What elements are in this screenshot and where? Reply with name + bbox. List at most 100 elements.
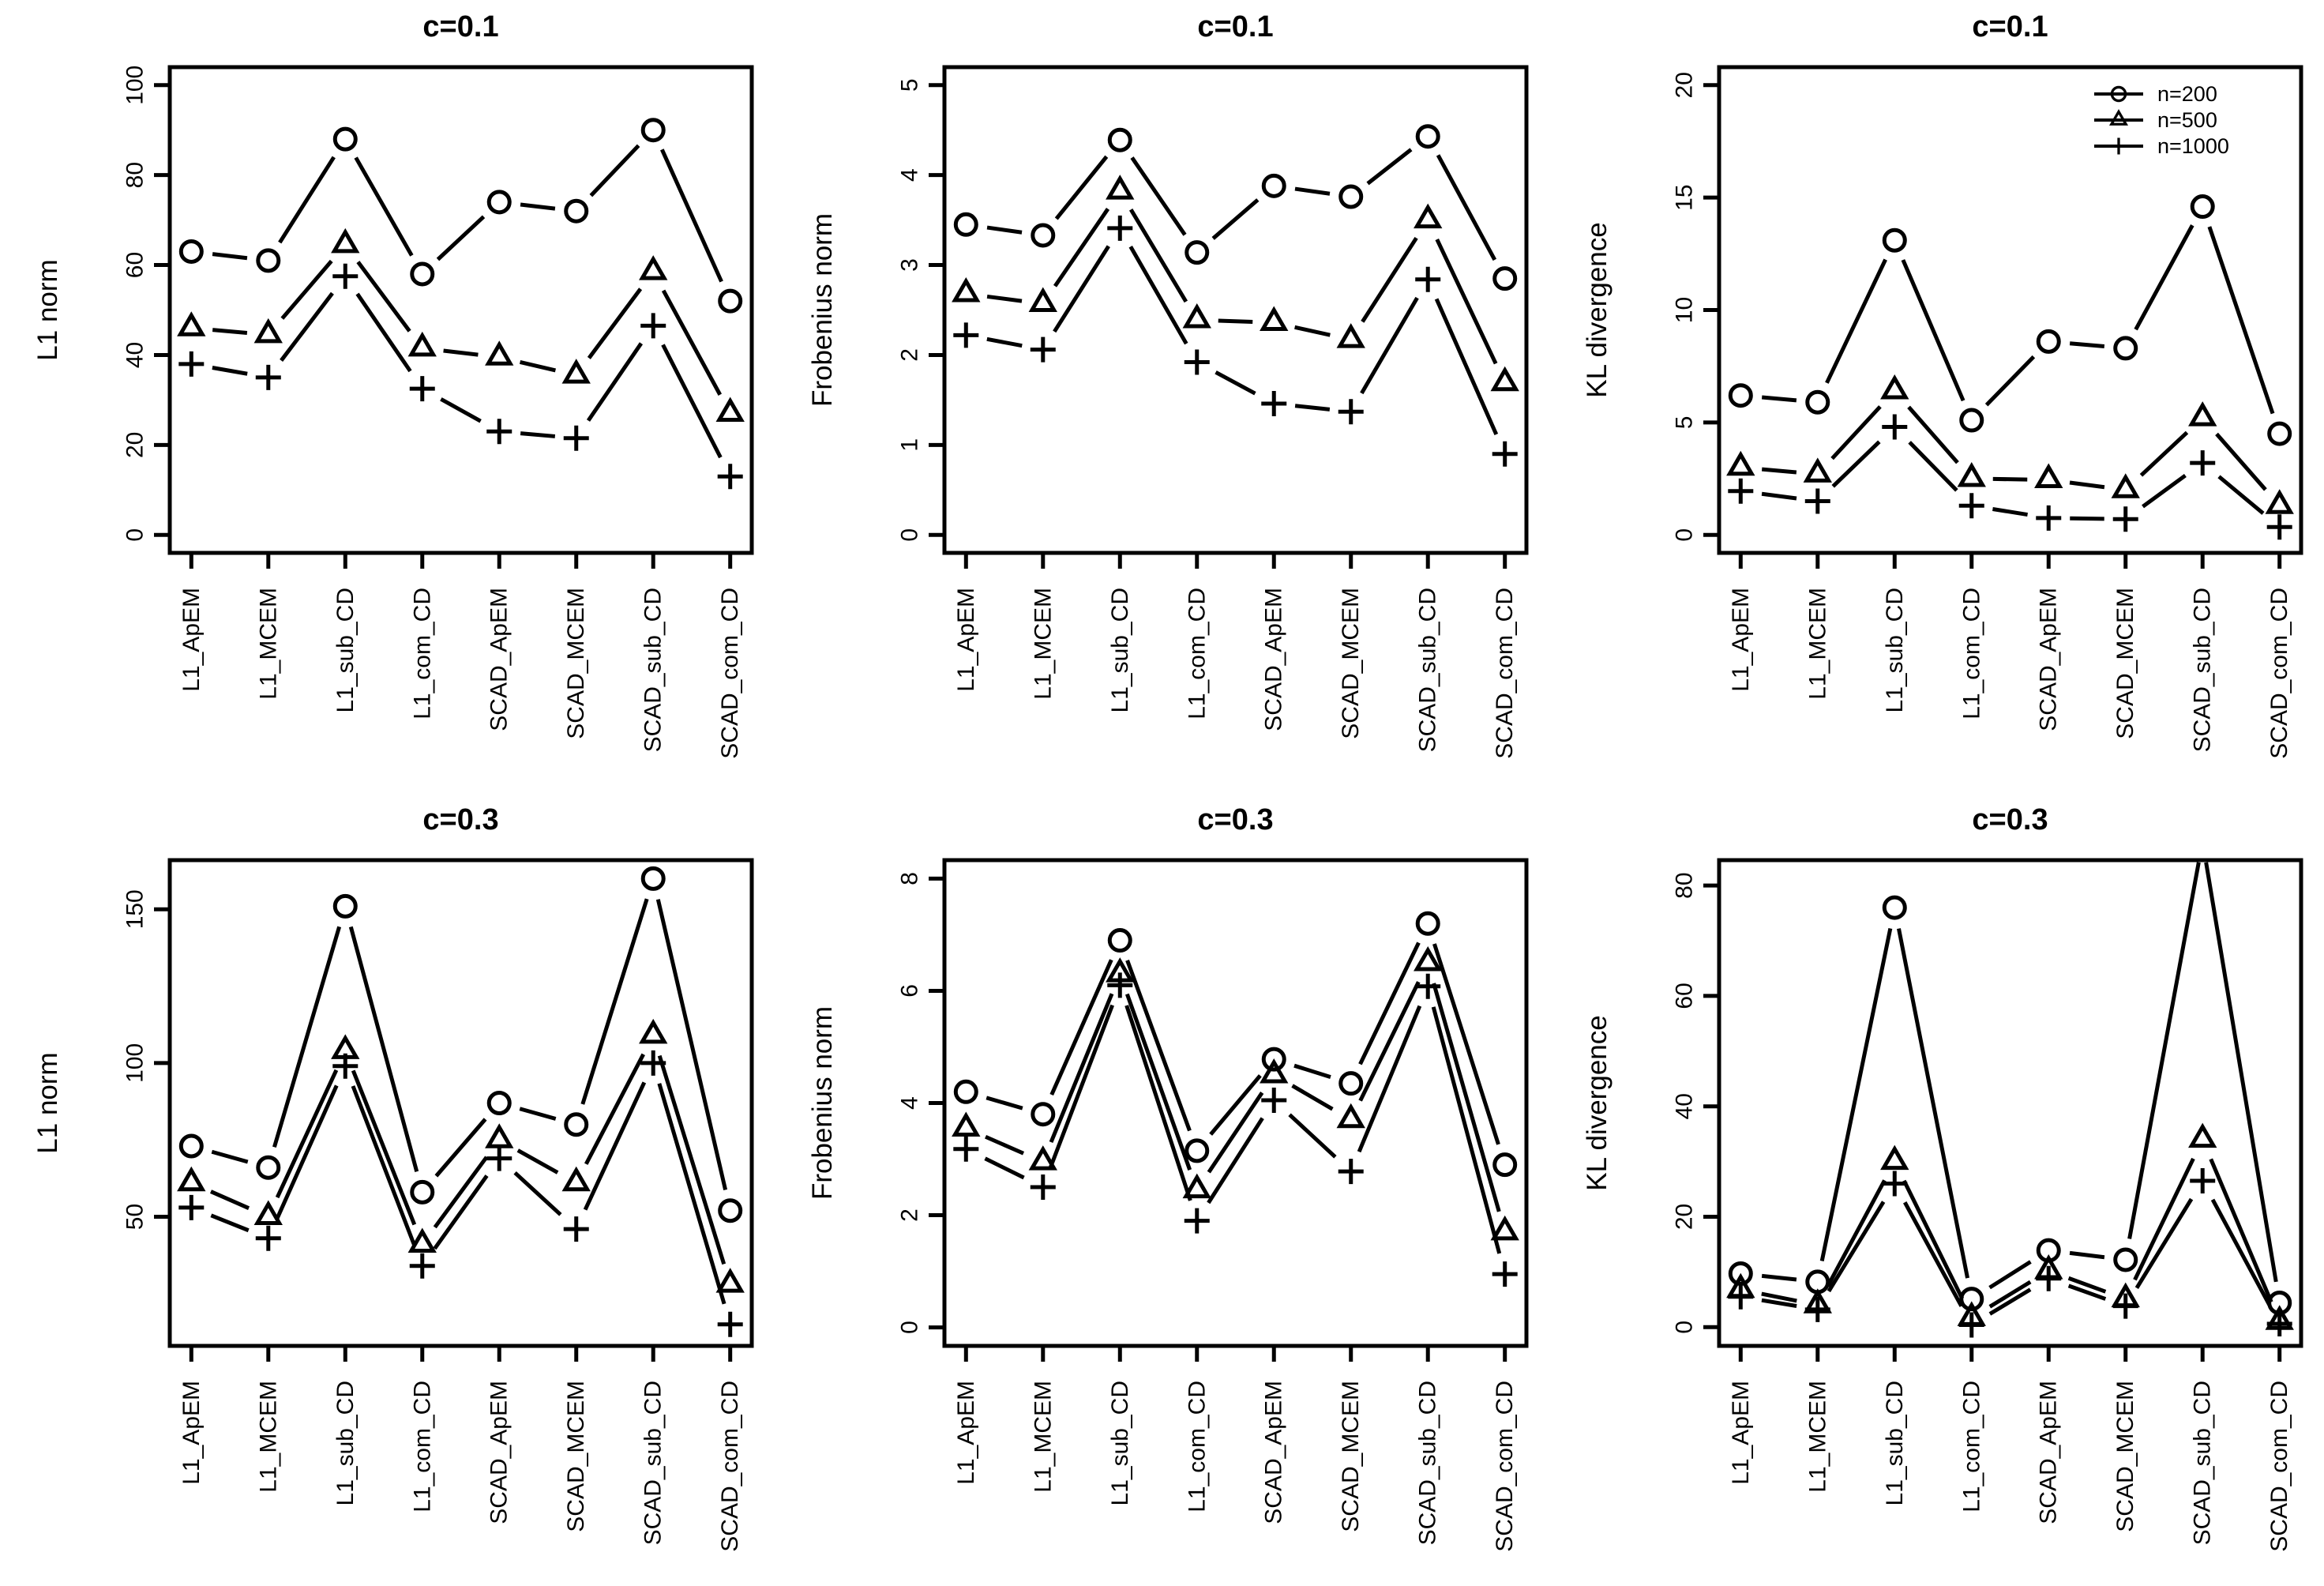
triangle-marker-icon	[1490, 1215, 1519, 1241]
circle-marker-icon	[2192, 831, 2213, 851]
series-segment	[1054, 155, 1109, 220]
series-segment	[520, 202, 556, 211]
series-segment	[2067, 1276, 2107, 1294]
plus-marker-icon	[1184, 1208, 1210, 1234]
triangle-marker-icon	[1414, 945, 1443, 972]
circle-marker-icon	[1031, 1102, 1056, 1127]
series-segment	[1830, 405, 1882, 460]
panel-l1-norm-c03: c=0.3 L1 norm 50 100 150 L1_ApEM L1_MCEM L1_sub…	[0, 793, 775, 1586]
y-axis-label: L1 norm	[32, 1052, 63, 1153]
x-tick-label: L1_MCEM	[1804, 588, 1830, 700]
series-segment	[348, 926, 419, 1172]
series-segment	[986, 1096, 1023, 1111]
series-segment	[586, 342, 644, 422]
series-group	[1726, 194, 2294, 540]
series-group	[952, 911, 1519, 1287]
series-segment	[356, 261, 411, 333]
circle-marker-icon	[1415, 124, 1440, 149]
plus-marker-icon	[1107, 972, 1133, 998]
series-group	[177, 866, 745, 1337]
plus-marker-icon	[1958, 493, 1984, 519]
series-segment	[433, 1156, 489, 1229]
triangle-marker-icon	[1957, 462, 1986, 487]
x-tick-label: L1_ApEM	[953, 588, 979, 692]
circle-marker-icon	[2110, 85, 2127, 103]
series-segment	[1211, 198, 1260, 240]
y-tick-label: 150	[122, 889, 148, 929]
y-tick-label: 20	[1672, 1204, 1698, 1230]
series-segment	[2139, 430, 2189, 477]
series-segment	[2133, 1157, 2195, 1281]
triangle-marker-icon	[1182, 303, 1211, 329]
series-segment	[986, 336, 1023, 348]
triangle-marker-icon	[253, 318, 283, 344]
triangle-marker-icon	[2265, 489, 2294, 514]
x-tick-label: SCAD_com_CD	[717, 588, 743, 759]
x-tick-label: L1_sub_CD	[1107, 1381, 1133, 1505]
x-tick-label: SCAD_sub_CD	[1415, 1381, 1441, 1545]
circle-marker-icon	[640, 866, 666, 891]
series-segment	[1434, 298, 1499, 436]
y-tick-label: 60	[1672, 983, 1698, 1009]
triangle-marker-icon	[1726, 450, 1755, 476]
series-segment	[1357, 1005, 1422, 1153]
x-tick-label: L1_com_CD	[1184, 588, 1210, 720]
triangle-marker-icon	[1490, 366, 1519, 392]
plus-marker-icon	[255, 1225, 281, 1251]
series-segment	[2069, 480, 2105, 490]
series-segment	[1128, 209, 1188, 303]
series-segment	[1988, 1280, 2032, 1309]
x-tick-label: SCAD_MCEM	[1338, 588, 1364, 739]
circle-marker-icon	[1338, 1071, 1364, 1096]
series-segment	[1897, 928, 1969, 1279]
series-segment	[589, 144, 640, 197]
circle-marker-icon	[953, 212, 978, 237]
series-segment	[1293, 1063, 1331, 1079]
x-tick-label: L1_MCEM	[255, 588, 281, 700]
x-tick-label: SCAD_ApEM	[486, 588, 512, 731]
plus-marker-icon	[1415, 973, 1441, 999]
y-tick-label: 6	[897, 984, 923, 998]
circle-marker-icon	[486, 1091, 512, 1115]
series-segment	[1761, 1273, 1797, 1282]
y-axis-label: KL divergence	[1582, 222, 1613, 397]
series-segment	[520, 431, 556, 438]
series-segment	[1366, 148, 1413, 186]
x-tick-label: L1_ApEM	[1728, 1381, 1754, 1485]
series-segment	[657, 1054, 726, 1265]
series-segment	[212, 252, 248, 261]
plus-marker-icon	[2110, 137, 2127, 155]
series-segment	[1209, 1074, 1262, 1136]
plus-marker-icon	[953, 1136, 979, 1162]
y-tick-label: 4	[897, 168, 923, 182]
y-tick-label: 50	[122, 1204, 148, 1230]
chart-svg-5: c=0.3 KL divergence 0 20 40 60 80 L1_ApEM L1_MCE…	[1582, 803, 2303, 1552]
triangle-marker-icon	[177, 311, 206, 336]
plus-marker-icon	[2190, 450, 2216, 476]
series-segment	[2134, 224, 2194, 331]
plus-marker-icon	[255, 364, 281, 390]
series-segment	[2215, 432, 2267, 491]
triangle-marker-icon	[1880, 374, 1909, 400]
circle-marker-icon	[718, 288, 743, 314]
panel-title: c=0.1	[1972, 10, 2048, 43]
series-segment	[1128, 246, 1188, 345]
series-segment	[2207, 226, 2275, 415]
triangle-marker-icon	[177, 1166, 206, 1192]
series-segment	[1294, 325, 1331, 337]
x-tick-label: SCAD_ApEM	[1261, 588, 1287, 731]
plus-marker-icon	[1338, 399, 1364, 425]
plus-marker-icon	[1415, 266, 1441, 292]
series-segment	[210, 1190, 250, 1210]
y-tick-label: 0	[1672, 528, 1698, 542]
triangle-marker-icon	[1336, 1103, 1365, 1129]
plus-marker-icon	[1958, 1312, 1984, 1338]
panel-kl-divergence-c01: c=0.1 KL divergence 0 5 10 15 20 L1_ApEM L1_MCEM…	[1549, 0, 2324, 793]
x-tick-label: L1_com_CD	[1958, 588, 1984, 720]
x-tick-label: SCAD_sub_CD	[1415, 588, 1441, 752]
y-tick-label: 80	[1672, 872, 1698, 898]
panel-title: c=0.1	[1197, 10, 1273, 43]
series-group	[177, 118, 745, 490]
y-tick-label: 80	[122, 162, 148, 188]
y-tick-label: 5	[897, 78, 923, 92]
